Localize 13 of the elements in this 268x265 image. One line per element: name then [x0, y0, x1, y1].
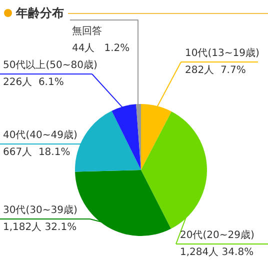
slice-label: 30代(30~39歳)	[3, 204, 78, 216]
slice-label: 20代(20~29歳)	[180, 229, 254, 241]
data-label: 667人 18.1%	[3, 147, 70, 158]
data-label: 1,182人 32.1%	[3, 222, 77, 233]
data-label: 282人 7.7%	[185, 65, 246, 76]
legend-label: 40代(40~49歳)	[3, 129, 78, 141]
data-label: 44人 1.2%	[72, 43, 130, 54]
data-label: 226人 6.1%	[3, 77, 64, 88]
slice-label: 10代(13~19歳)	[185, 47, 260, 59]
slice-label: 無回答	[72, 25, 102, 37]
chart-title: 年齢分布	[16, 5, 64, 22]
slice-label: 50代以上(50~80歳)	[3, 59, 98, 71]
data-label: 1,284人 34.8%	[180, 247, 254, 258]
